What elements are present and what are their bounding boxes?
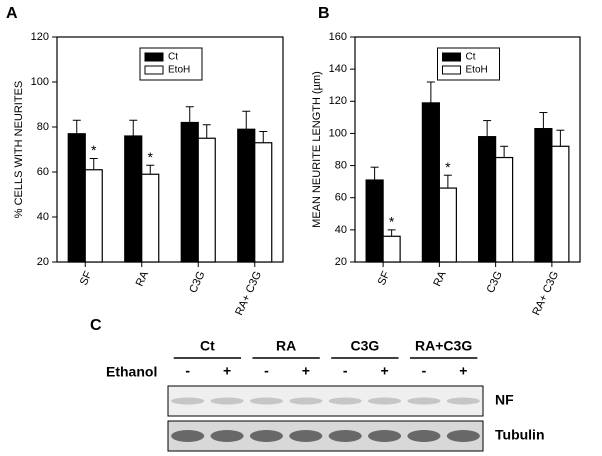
x-tick-label: C3G — [485, 269, 505, 295]
legend-label: EtoH — [168, 65, 190, 76]
bar — [141, 173, 160, 263]
y-tick-label: 120 — [329, 95, 347, 107]
bar — [124, 135, 143, 263]
y-tick-label: 120 — [31, 31, 49, 43]
panel-label: C — [90, 317, 102, 334]
blot-band — [171, 430, 205, 442]
bar — [438, 187, 457, 263]
blot-band — [289, 397, 323, 405]
lane-sign: - — [422, 363, 427, 379]
legend-swatch — [442, 65, 461, 75]
treatment-label: Ethanol — [106, 364, 157, 380]
x-tick-label: C3G — [187, 269, 207, 295]
y-tick-label: 20 — [37, 256, 49, 268]
row-label: Tubulin — [495, 427, 545, 443]
y-tick-label: 160 — [329, 31, 347, 43]
blot-band — [328, 397, 362, 405]
significance-mark: * — [445, 159, 451, 175]
plot-frame — [56, 36, 284, 263]
x-tick-label: RA+ C3G — [530, 269, 561, 317]
lane-sign: + — [380, 363, 388, 379]
group-label: C3G — [350, 338, 379, 354]
blot-band — [328, 430, 362, 442]
blot-band — [368, 397, 402, 405]
significance-mark: * — [148, 149, 154, 165]
lane-sign: - — [185, 363, 190, 379]
bar — [237, 128, 256, 263]
y-tick-label: 140 — [329, 63, 347, 75]
row-label: NF — [495, 392, 514, 408]
legend-label: EtoH — [466, 65, 488, 76]
legend-label: Ct — [466, 52, 476, 63]
bar — [180, 121, 199, 263]
y-tick-label: 100 — [329, 127, 347, 139]
y-tick-label: 40 — [335, 224, 347, 236]
x-tick-label: SF — [78, 269, 95, 287]
y-tick-label: 100 — [31, 76, 49, 88]
blot-band — [210, 430, 244, 442]
bar — [551, 145, 570, 263]
y-tick-label: 80 — [37, 121, 49, 133]
legend-label: Ct — [168, 52, 178, 63]
y-tick-label: 20 — [335, 256, 347, 268]
blot-band — [249, 397, 283, 405]
y-tick-label: 60 — [335, 192, 347, 204]
bar — [254, 142, 273, 263]
x-tick-label: RA — [134, 269, 152, 289]
group-label: Ct — [200, 338, 215, 354]
x-tick-label: RA+ C3G — [233, 269, 264, 317]
significance-mark: * — [389, 214, 395, 230]
x-tick-label: RA — [431, 269, 449, 289]
bar — [67, 133, 86, 263]
blot-band — [289, 430, 323, 442]
blot-band — [446, 430, 480, 442]
blot-band — [210, 397, 244, 405]
blot-band — [249, 430, 283, 442]
blot-band — [171, 397, 205, 405]
legend-swatch — [442, 52, 461, 62]
y-tick-label: 60 — [37, 166, 49, 178]
lane-sign: + — [459, 363, 467, 379]
y-tick-label: 40 — [37, 211, 49, 223]
bar — [495, 156, 514, 263]
blot-band — [368, 430, 402, 442]
bar — [365, 179, 384, 263]
y-axis-label: % CELLS WITH NEURITES — [13, 81, 25, 219]
blot-band — [407, 397, 441, 405]
legend-swatch — [144, 65, 164, 75]
lane-sign: - — [343, 363, 348, 379]
y-axis-label: MEAN NEURITE LENGTH (µm) — [311, 71, 323, 228]
x-tick-label: SF — [376, 269, 393, 287]
lane-sign: + — [302, 363, 310, 379]
panel-label: B — [318, 5, 330, 22]
lane-sign: + — [223, 363, 231, 379]
legend-swatch — [144, 52, 164, 62]
blot-band — [407, 430, 441, 442]
group-label: RA — [276, 338, 296, 354]
bar — [84, 169, 103, 263]
bar — [382, 235, 401, 263]
y-tick-label: 80 — [335, 159, 347, 171]
plot-frame — [354, 36, 581, 263]
panel-label: A — [6, 5, 18, 22]
bar — [421, 102, 440, 263]
group-label: RA+C3G — [415, 338, 472, 354]
bar — [197, 137, 216, 263]
blot-band — [446, 397, 480, 405]
bar — [534, 128, 553, 263]
significance-mark: * — [91, 142, 97, 158]
lane-sign: - — [264, 363, 269, 379]
bar — [478, 136, 497, 263]
